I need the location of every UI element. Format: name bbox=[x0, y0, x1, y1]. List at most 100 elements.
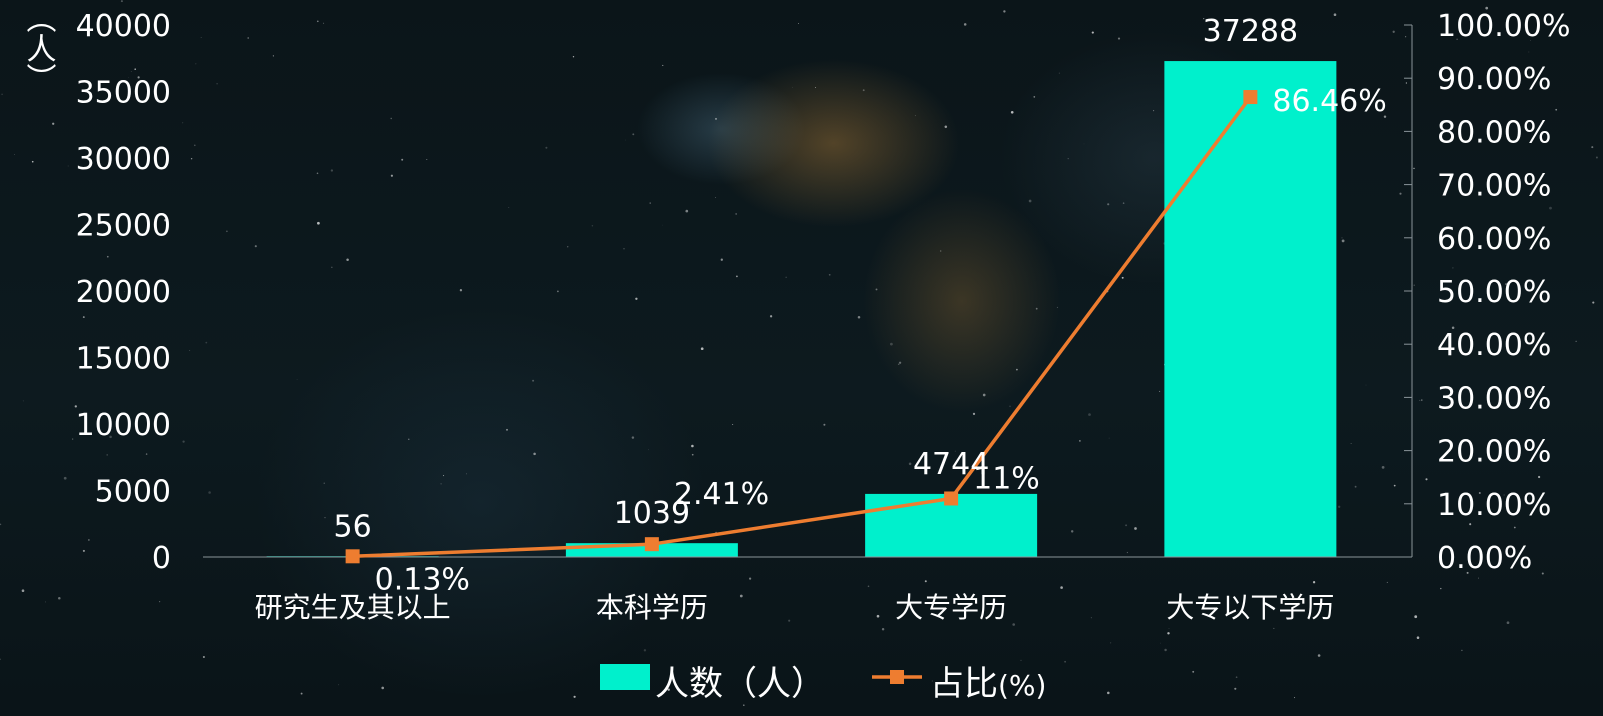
star bbox=[1549, 206, 1552, 210]
star bbox=[792, 86, 793, 88]
star bbox=[1392, 30, 1395, 33]
star bbox=[1365, 384, 1367, 386]
star bbox=[1518, 500, 1520, 502]
star bbox=[736, 275, 738, 278]
star bbox=[1529, 391, 1532, 394]
star bbox=[1033, 96, 1036, 98]
star bbox=[1012, 623, 1016, 626]
star bbox=[532, 379, 535, 382]
bar-series bbox=[266, 61, 1337, 558]
star bbox=[128, 77, 130, 78]
right-tick-label: 100.00% bbox=[1437, 9, 1570, 44]
star bbox=[898, 361, 902, 364]
right-tick-label: 20.00% bbox=[1437, 435, 1551, 470]
star bbox=[1350, 442, 1352, 444]
star bbox=[164, 219, 167, 222]
star bbox=[182, 440, 185, 443]
star bbox=[1537, 475, 1541, 479]
star bbox=[390, 174, 393, 177]
star bbox=[1341, 237, 1343, 239]
star bbox=[408, 438, 410, 440]
star bbox=[381, 686, 385, 690]
star bbox=[200, 37, 202, 38]
star bbox=[720, 258, 723, 261]
star bbox=[106, 255, 109, 258]
right-tick-label: 10.00% bbox=[1437, 488, 1551, 523]
star bbox=[369, 598, 372, 600]
star bbox=[667, 688, 670, 691]
star bbox=[931, 680, 933, 682]
star bbox=[1234, 687, 1237, 690]
star bbox=[443, 475, 445, 477]
category-labels: 研究生及其以上 本科学历 大专学历 大专以下学历 bbox=[255, 591, 1335, 624]
legend-bar-label: 人数（人） bbox=[655, 664, 825, 704]
line-value-label: 86.46% bbox=[1272, 84, 1386, 119]
star bbox=[1591, 146, 1594, 149]
star bbox=[194, 144, 196, 147]
star bbox=[625, 139, 627, 141]
star bbox=[316, 172, 319, 175]
star bbox=[134, 68, 136, 70]
star bbox=[1010, 110, 1014, 114]
line-marker bbox=[345, 549, 360, 564]
star bbox=[1273, 627, 1275, 629]
star bbox=[14, 154, 15, 155]
left-tick-label: 10000 bbox=[76, 408, 171, 443]
star bbox=[685, 209, 689, 213]
right-tick-label: 90.00% bbox=[1437, 62, 1551, 97]
star bbox=[1399, 192, 1402, 195]
star bbox=[1592, 301, 1595, 304]
star bbox=[1064, 660, 1066, 663]
star bbox=[338, 684, 340, 686]
right-axis: 0.00% 10.00% 20.00% 30.00% 40.00% 50.00% 60.00… bbox=[1404, 9, 1570, 576]
star bbox=[1009, 405, 1011, 408]
star bbox=[87, 31, 89, 33]
star bbox=[788, 619, 791, 622]
star bbox=[714, 117, 718, 120]
star bbox=[963, 23, 967, 26]
star bbox=[1381, 466, 1385, 469]
star bbox=[908, 462, 912, 466]
star bbox=[63, 476, 67, 480]
star bbox=[324, 516, 326, 519]
star bbox=[814, 86, 817, 89]
star bbox=[398, 612, 401, 616]
star bbox=[120, 0, 123, 3]
right-tick-label: 80.00% bbox=[1437, 115, 1551, 150]
star bbox=[247, 37, 250, 39]
star bbox=[1317, 654, 1321, 657]
star bbox=[1060, 586, 1063, 589]
star bbox=[662, 224, 663, 226]
star bbox=[82, 549, 85, 552]
star bbox=[1192, 670, 1195, 673]
star bbox=[691, 444, 694, 448]
star bbox=[897, 363, 900, 366]
star bbox=[1405, 36, 1407, 38]
right-tick-label: 40.00% bbox=[1437, 328, 1551, 363]
star bbox=[924, 580, 927, 583]
left-tick-label: 25000 bbox=[76, 209, 171, 244]
star bbox=[317, 221, 320, 225]
star bbox=[739, 594, 743, 598]
star bbox=[1088, 413, 1091, 416]
data-labels: 56 1039 4744 37288 0.13% 2.41% 11% 86.46% bbox=[334, 14, 1387, 597]
left-tick-label: 35000 bbox=[76, 76, 171, 111]
star bbox=[1405, 82, 1408, 84]
left-tick-label: 30000 bbox=[76, 142, 171, 177]
bar-value-label: 4744 bbox=[913, 447, 989, 482]
left-tick-label: 20000 bbox=[76, 275, 171, 310]
line-marker bbox=[644, 537, 659, 552]
star bbox=[635, 297, 638, 300]
star bbox=[1117, 37, 1121, 40]
star bbox=[1506, 621, 1510, 625]
star bbox=[272, 55, 274, 57]
bar-value-label: 1039 bbox=[614, 496, 690, 531]
star bbox=[1107, 691, 1110, 695]
star bbox=[216, 83, 218, 85]
star bbox=[1108, 437, 1110, 439]
star bbox=[508, 207, 510, 208]
star bbox=[715, 196, 717, 198]
star bbox=[190, 158, 193, 160]
star bbox=[1016, 368, 1018, 371]
